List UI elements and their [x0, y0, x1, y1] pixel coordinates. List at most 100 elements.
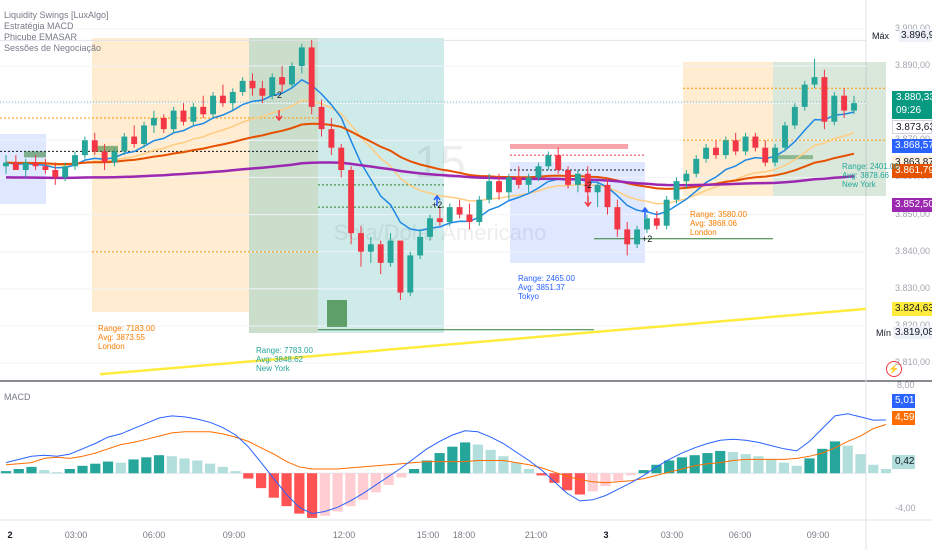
candle-up [387, 240, 394, 263]
candle-up [269, 77, 276, 96]
price-tick: 3.850,00 [895, 208, 931, 219]
session-name: Tokyo [518, 292, 539, 301]
time-tick: 21:00 [524, 530, 548, 540]
indicator-price-tag: 3.824,63 [892, 301, 932, 316]
price-tick: 3.830,00 [895, 282, 931, 293]
candle-up [407, 255, 414, 293]
sell-arrow-icon [584, 196, 592, 208]
buy-arrow-icon [641, 206, 649, 218]
legend-item-liquidity-swings[interactable]: Liquidity Swings [LuxAlgo] [4, 10, 109, 20]
signal-sell-1: -2 [274, 90, 283, 100]
macd-histogram-bar [740, 454, 751, 474]
macd-value-tag: 5,01 [892, 394, 915, 408]
macd-histogram-bar [766, 459, 777, 474]
candle-down [584, 173, 591, 193]
sell-arrow-icon [275, 110, 283, 122]
candle-up [643, 218, 650, 230]
candle-down [52, 170, 59, 178]
price-tick: 3.820,00 [895, 320, 931, 330]
candle-down [555, 155, 562, 170]
session-range: Range: 2465.00 [518, 274, 575, 283]
session-box-newyork-1 [318, 38, 444, 333]
legend-item-phicube-emasar[interactable]: Phicube EMASAR [4, 32, 78, 42]
legend-item-macd-strategy[interactable]: Estratégia MACD [4, 21, 74, 31]
macd-histogram-bar [727, 452, 739, 474]
session-avg: Avg: 3878.66 [842, 171, 890, 180]
macd-histogram-bar [0, 471, 12, 474]
candle-up [545, 155, 552, 167]
candle-up [150, 118, 157, 126]
candle-up [427, 218, 433, 237]
session-avg: Avg: 3873.55 [98, 333, 146, 342]
candle-down [308, 47, 315, 107]
time-tick: 06:00 [142, 530, 166, 540]
candle-down [841, 95, 848, 111]
candle-down [131, 136, 138, 144]
candle-down [466, 214, 473, 222]
indicator-price-tag: 3.852,50 [892, 198, 932, 213]
candle-down [436, 218, 443, 222]
macd-histogram-bar [77, 465, 88, 474]
candle-up [22, 162, 29, 170]
candle-up [742, 136, 749, 152]
candle-down [328, 129, 335, 148]
macd-pane-title[interactable]: MACD [4, 392, 31, 402]
candle-down [219, 95, 226, 104]
candle-up [121, 136, 128, 152]
candle-down [32, 162, 39, 167]
candle-down [653, 218, 660, 226]
candle-up [851, 103, 857, 111]
macd-histogram-bar [192, 460, 203, 474]
candle-up [229, 92, 236, 104]
signal-buy-2: +2 [642, 234, 653, 244]
macd-histogram-bar [549, 473, 560, 483]
macd-histogram-bar [383, 473, 394, 485]
candle-down [200, 106, 207, 115]
candle-up [446, 207, 453, 222]
candle-down [180, 110, 187, 122]
liquidity-zone-high [510, 144, 628, 149]
max-label: Máx [872, 31, 890, 41]
macd-histogram-bar [51, 472, 63, 474]
time-tick: 06:00 [728, 530, 752, 540]
candle-up [298, 47, 305, 66]
price-tick: 3.810,00 [895, 357, 931, 368]
legend-item-trading-sessions[interactable]: Sessões de Negociação [4, 43, 102, 53]
macd-axis-top-tick: 8,00 [897, 380, 915, 390]
candle-down [338, 147, 345, 170]
candle-down [604, 184, 611, 208]
macd-histogram-bar [778, 462, 790, 474]
candle-up [505, 177, 512, 193]
session-range: Range: 2401.00 [842, 162, 899, 171]
macd-histogram-bar [651, 464, 662, 474]
price-tick: 3.840,00 [895, 245, 931, 256]
candle-down [456, 207, 463, 215]
session-label-london-1: Range: 7183.00 Avg: 3873.55 London [98, 324, 155, 351]
candle-down [91, 140, 98, 152]
macd-histogram-bar [880, 469, 892, 474]
macd-histogram-bar [434, 453, 445, 474]
watermark-interval: 15 [414, 136, 465, 188]
macd-histogram-bar [230, 471, 241, 474]
candle-up [81, 140, 88, 156]
macd-histogram-bar [447, 446, 458, 474]
candle-down [821, 77, 828, 122]
macd-histogram-bar [676, 457, 688, 474]
candle-up [574, 173, 581, 185]
macd-histogram-bar [472, 444, 483, 474]
macd-signal-line [5, 424, 887, 484]
candle-down [101, 151, 108, 163]
macd-line [5, 413, 887, 515]
candle-down [259, 88, 266, 96]
macd-histogram-bar [409, 469, 420, 474]
macd-histogram-bar [638, 470, 649, 474]
macd-histogram-bar [294, 473, 305, 514]
candle-up [811, 77, 818, 85]
candle-up [141, 125, 148, 144]
candle-down [614, 207, 621, 230]
macd-histogram-bar [498, 456, 509, 474]
ema-slow-line [5, 99, 855, 205]
current-price-value: 3.880,33 [896, 92, 932, 103]
lightning-icon[interactable]: ⚡ [886, 361, 902, 377]
